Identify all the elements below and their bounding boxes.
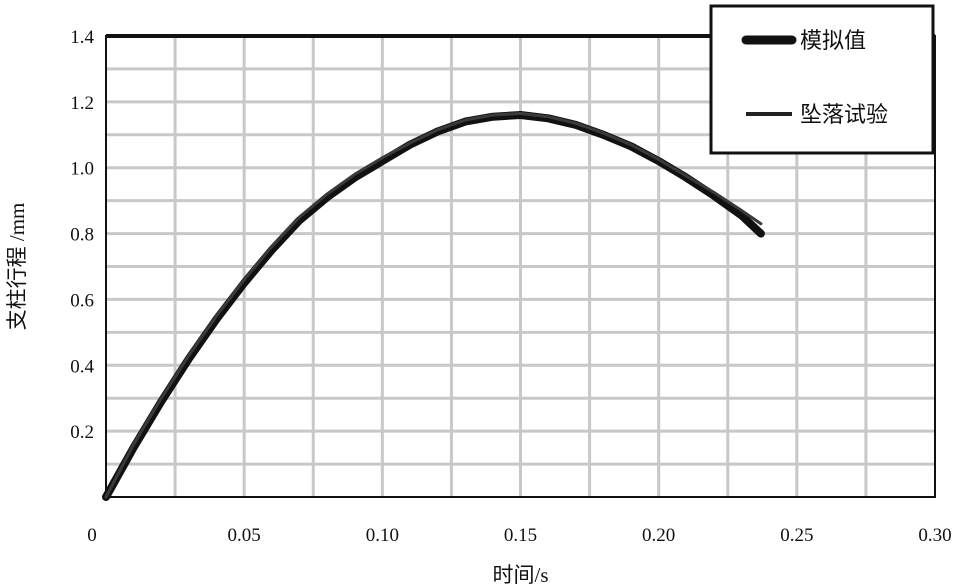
series-layer <box>102 111 765 501</box>
legend-label-drop-test: 坠落试验 <box>800 103 888 128</box>
grid <box>106 36 935 497</box>
y-tick-label: 0.4 <box>70 356 94 377</box>
legend-label-simulated: 模拟值 <box>800 29 866 54</box>
legend: 模拟值 坠落试验 <box>709 4 935 155</box>
x-tick-labels: 0 0.05 0.10 0.15 0.20 0.25 0.30 <box>87 525 951 546</box>
y-tick-label: 0.2 <box>70 422 94 443</box>
x-tick-label: 0.15 <box>504 525 537 546</box>
y-tick-labels: 0.2 0.4 0.6 0.8 1.0 1.2 1.4 <box>70 27 94 443</box>
x-tick-label: 0.30 <box>918 525 951 546</box>
x-tick-label: 0.10 <box>366 525 399 546</box>
x-tick-label: 0.05 <box>228 525 261 546</box>
x-axis-label: 时间/s <box>492 563 548 586</box>
series-line-0 <box>102 111 765 501</box>
x-tick-label: 0.25 <box>780 525 813 546</box>
x-tick-label: 0.20 <box>642 525 675 546</box>
y-tick-label: 1.0 <box>70 159 94 180</box>
x-tick-label: 0 <box>87 525 97 546</box>
series-line-1 <box>104 111 763 499</box>
y-axis-label: 支柱行程 /mm <box>5 203 29 331</box>
y-tick-label: 0.6 <box>70 290 94 311</box>
y-tick-label: 1.4 <box>70 27 94 48</box>
y-tick-label: 1.2 <box>70 93 94 114</box>
legend-box <box>709 4 935 155</box>
y-tick-label: 0.8 <box>70 225 94 246</box>
